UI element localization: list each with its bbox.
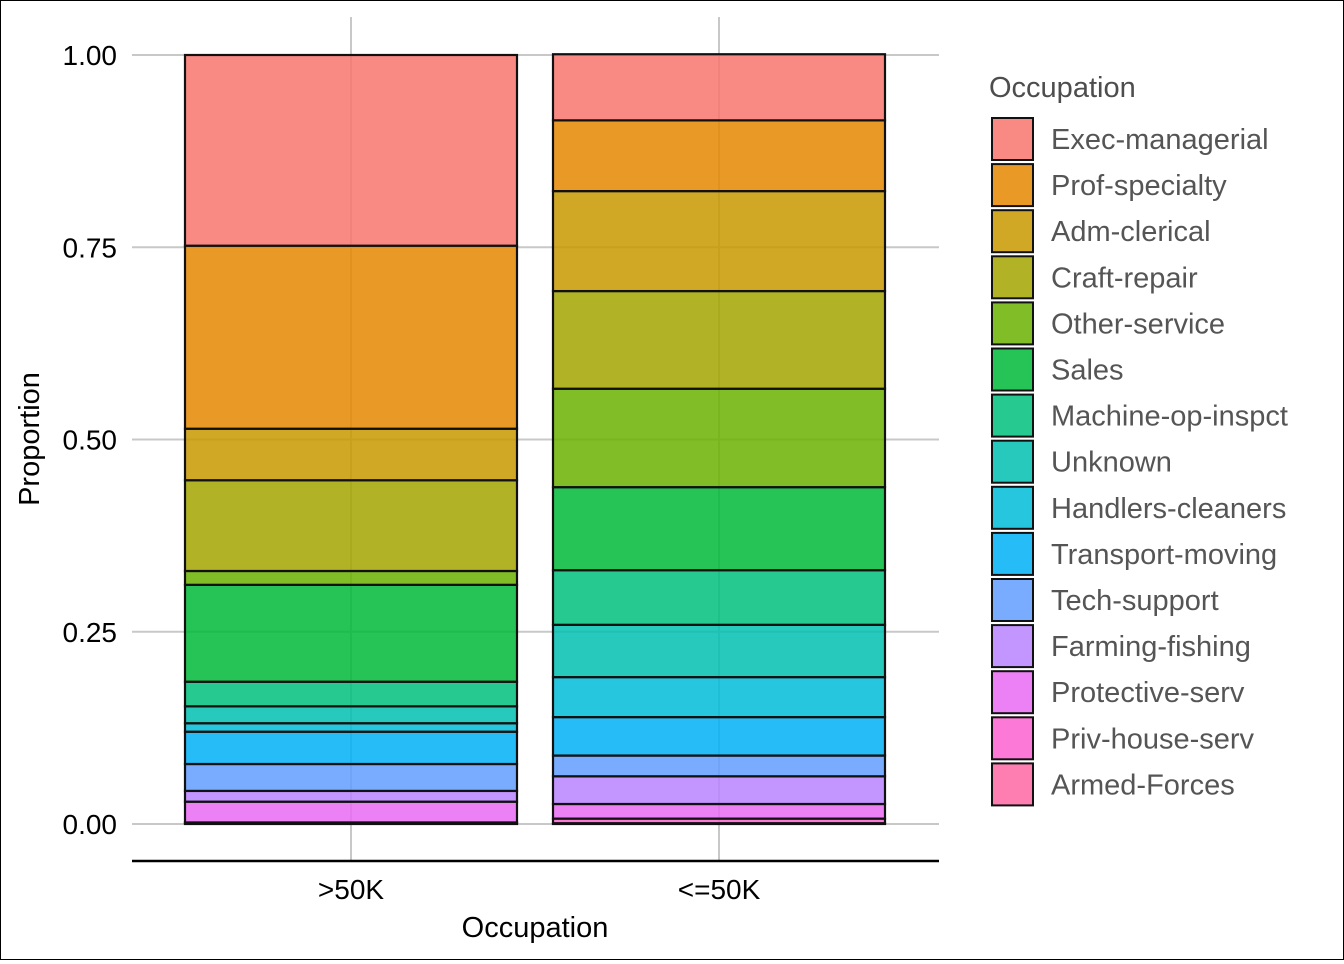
bar-segment: Machine-op-inspct (>50K): 0.032 <box>183 680 519 708</box>
legend-label: Priv-house-serv <box>1051 723 1255 755</box>
x-tick-label: >50K <box>318 874 384 905</box>
bar-segment: Prof-specialty (<=50K): 0.092 <box>551 119 887 193</box>
bar-segment: Handlers-cleaners (<=50K): 0.052 <box>551 676 887 719</box>
bar-segment: Unknown (>50K): 0.022 <box>183 705 519 725</box>
bar-segment: Craft-repair (<=50K): 0.127 <box>551 289 887 390</box>
legend-label: Adm-clerical <box>1051 216 1211 248</box>
bar-stacks: Armed-Forces (>50K): 0.001Priv-house-ser… <box>183 53 887 826</box>
y-tick-label: 1.00 <box>63 40 118 71</box>
legend-swatch <box>991 439 1034 484</box>
bar-segment: Handlers-cleaners (>50K): 0.011 <box>183 722 519 733</box>
legend-label: Exec-managerial <box>1051 124 1269 156</box>
legend-label: Prof-specialty <box>1051 170 1227 202</box>
legend-swatch <box>991 624 1034 669</box>
legend-swatch <box>991 301 1034 346</box>
legend-swatch <box>991 670 1034 715</box>
legend: Occupation Exec-managerial Prof-specialty… <box>989 72 1288 807</box>
legend-swatch <box>991 762 1034 807</box>
legend-swatch <box>991 485 1034 530</box>
legend-title: Occupation <box>989 72 1136 104</box>
legend-label: Other-service <box>1051 308 1225 340</box>
bar-segment: Farming-fishing (>50K): 0.014 <box>183 789 519 803</box>
x-axis: >50K <=50K <box>132 859 939 905</box>
bar-segment: Craft-repair (>50K): 0.118 <box>183 479 519 573</box>
legend-label: Handlers-cleaners <box>1051 493 1286 525</box>
bar-segment: Prof-specialty (>50K): 0.238 <box>183 244 519 430</box>
bar-segment: Other-service (>50K): 0.018 <box>183 569 519 586</box>
x-tick-label: <=50K <box>678 874 761 905</box>
legend-swatch <box>991 209 1034 254</box>
bar-segment: Other-service (<=50K): 0.128 <box>551 387 887 489</box>
legend-label: Machine-op-inspct <box>1051 401 1288 433</box>
bar-segment: Exec-managerial (<=50K): 0.086 <box>551 53 887 122</box>
bar-segment: Tech-support (>50K): 0.035 <box>183 762 519 793</box>
bar-segment: Exec-managerial (>50K): 0.248 <box>183 53 519 247</box>
y-tick-label: 0.50 <box>63 425 118 456</box>
bar-segment: Farming-fishing (<=50K): 0.036 <box>551 775 887 806</box>
legend-label: Unknown <box>1051 447 1172 479</box>
y-tick-label: 0.25 <box>63 617 118 648</box>
legend-label: Sales <box>1051 355 1124 387</box>
legend-swatch <box>991 117 1034 161</box>
bar-segment: Adm-clerical (<=50K): 0.13 <box>551 190 887 293</box>
legend-label: Armed-Forces <box>1051 769 1235 801</box>
legend-swatch <box>991 393 1034 438</box>
y-axis-title: Proportion <box>14 372 46 506</box>
bar-stack-gt-50k: Armed-Forces (>50K): 0.001Priv-house-ser… <box>183 53 519 826</box>
legend-label: Protective-serv <box>1051 677 1245 709</box>
y-tick-label: 0.00 <box>63 809 118 840</box>
bar-segment: Sales (<=50K): 0.108 <box>551 486 887 572</box>
legend-label: Craft-repair <box>1051 262 1198 294</box>
bar-segment: Transport-moving (<=50K): 0.05 <box>551 716 887 757</box>
legend-label: Tech-support <box>1051 585 1219 617</box>
bar-segment: Unknown (<=50K): 0.068 <box>551 623 887 679</box>
bar-segment: Protective-serv (<=50K): 0.019 <box>551 802 887 820</box>
legend-label: Farming-fishing <box>1051 631 1251 663</box>
legend-swatch <box>991 578 1034 622</box>
bar-segment: Machine-op-inspct (<=50K): 0.071 <box>551 569 887 626</box>
bar-segment: Sales (>50K): 0.126 <box>183 583 519 683</box>
bar-stack-le-50k: Armed-Forces (<=50K): 0.001Priv-house-se… <box>551 53 887 826</box>
legend-label: Transport-moving <box>1051 539 1277 571</box>
legend-swatch <box>991 163 1034 208</box>
bar-segment: Adm-clerical (>50K): 0.067 <box>183 427 519 482</box>
bar-segment: Protective-serv (>50K): 0.027 <box>183 800 519 824</box>
y-tick-label: 0.75 <box>63 232 118 263</box>
legend-swatch <box>991 347 1034 392</box>
legend-swatch <box>991 255 1034 300</box>
legend-swatch <box>991 531 1034 576</box>
bar-segment: Transport-moving (>50K): 0.042 <box>183 730 519 766</box>
x-axis-title: Occupation <box>462 912 609 944</box>
legend-swatch <box>991 716 1034 761</box>
bar-segment: Tech-support (<=50K): 0.027 <box>551 754 887 778</box>
y-axis: 0.00 0.25 0.50 0.75 1.00 <box>63 40 118 840</box>
